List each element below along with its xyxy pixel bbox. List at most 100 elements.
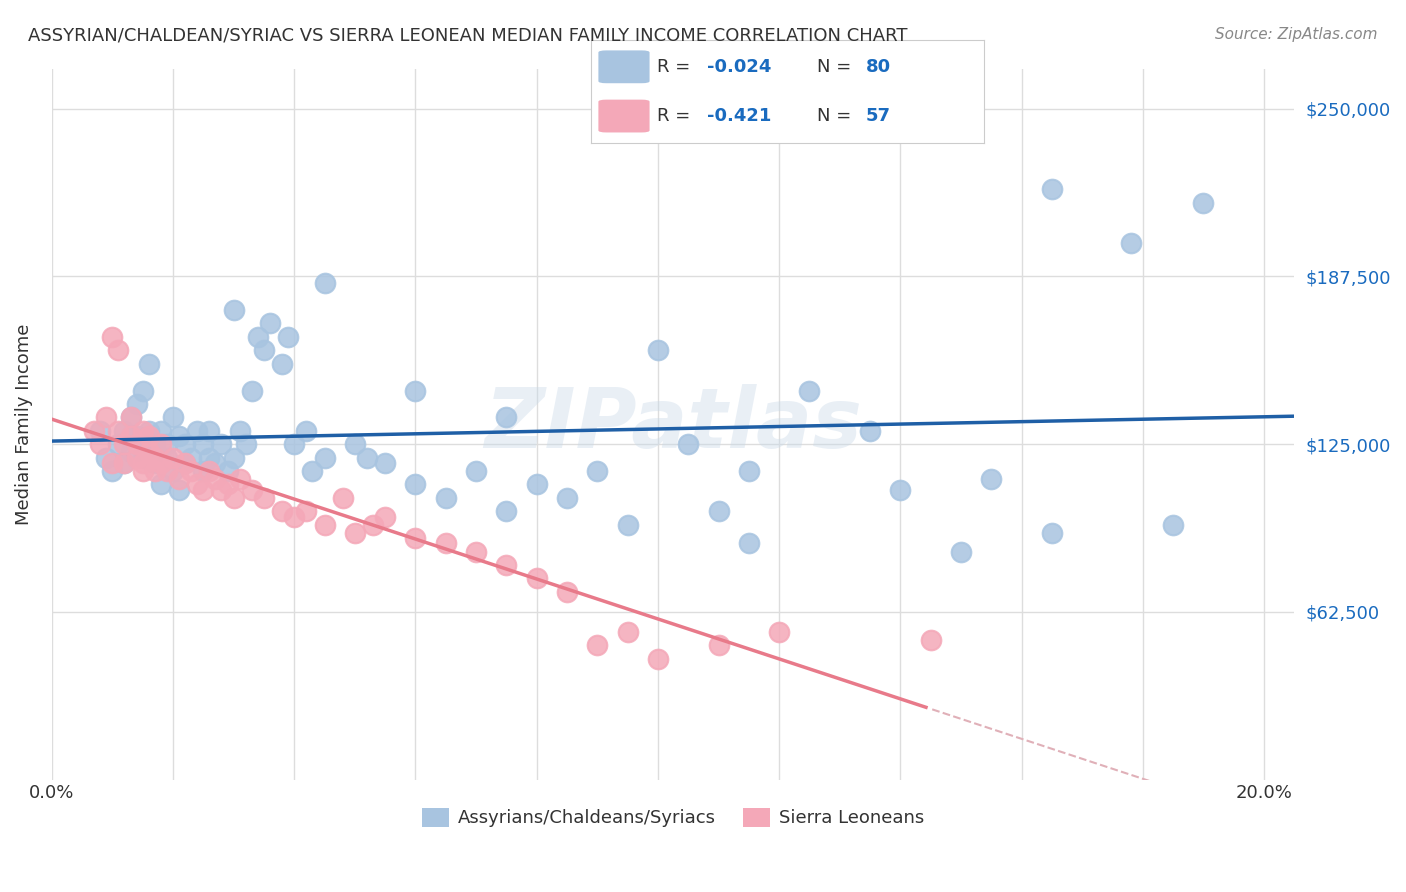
Point	[131, 450, 153, 465]
Point	[332, 491, 354, 505]
Point	[125, 437, 148, 451]
Point	[217, 464, 239, 478]
Text: 80: 80	[866, 58, 891, 76]
Point	[120, 410, 142, 425]
Point	[125, 450, 148, 465]
Point	[920, 633, 942, 648]
Point	[125, 397, 148, 411]
Point	[180, 450, 202, 465]
Point	[131, 464, 153, 478]
Point	[240, 483, 263, 497]
Point	[174, 456, 197, 470]
Text: -0.421: -0.421	[707, 107, 770, 125]
FancyBboxPatch shape	[599, 100, 650, 132]
Text: R =: R =	[658, 107, 702, 125]
Point	[162, 450, 184, 465]
Point	[156, 437, 179, 451]
Point	[89, 424, 111, 438]
Point	[138, 424, 160, 438]
Point	[889, 483, 911, 497]
Point	[228, 424, 250, 438]
Point	[174, 437, 197, 451]
Point	[404, 477, 426, 491]
Point	[131, 437, 153, 451]
Point	[343, 437, 366, 451]
Point	[149, 437, 172, 451]
Point	[799, 384, 821, 398]
Point	[149, 424, 172, 438]
Point	[768, 625, 790, 640]
Point	[162, 410, 184, 425]
Point	[143, 437, 166, 451]
Point	[253, 491, 276, 505]
Point	[361, 517, 384, 532]
Text: ASSYRIAN/CHALDEAN/SYRIAC VS SIERRA LEONEAN MEDIAN FAMILY INCOME CORRELATION CHAR: ASSYRIAN/CHALDEAN/SYRIAC VS SIERRA LEONE…	[28, 27, 908, 45]
Point	[125, 429, 148, 443]
Point	[211, 483, 233, 497]
Point	[193, 437, 215, 451]
Point	[149, 477, 172, 491]
Point	[89, 437, 111, 451]
Legend: Assyrians/Chaldeans/Syriacs, Sierra Leoneans: Assyrians/Chaldeans/Syriacs, Sierra Leon…	[415, 801, 932, 835]
Point	[198, 450, 221, 465]
Point	[193, 464, 215, 478]
Point	[167, 429, 190, 443]
Point	[555, 491, 578, 505]
Point	[738, 536, 761, 550]
Point	[495, 558, 517, 572]
Point	[107, 437, 129, 451]
Point	[283, 437, 305, 451]
Point	[295, 504, 318, 518]
FancyBboxPatch shape	[599, 50, 650, 83]
Point	[271, 504, 294, 518]
Point	[114, 424, 136, 438]
Point	[240, 384, 263, 398]
Point	[555, 584, 578, 599]
Point	[526, 477, 548, 491]
Point	[162, 464, 184, 478]
Point	[96, 410, 118, 425]
Text: N =: N =	[817, 58, 856, 76]
Point	[156, 464, 179, 478]
Point	[374, 456, 396, 470]
Point	[101, 456, 124, 470]
Point	[167, 472, 190, 486]
Point	[114, 456, 136, 470]
Text: Source: ZipAtlas.com: Source: ZipAtlas.com	[1215, 27, 1378, 42]
Point	[217, 477, 239, 491]
Point	[131, 384, 153, 398]
Point	[343, 525, 366, 540]
Point	[404, 384, 426, 398]
Point	[107, 424, 129, 438]
Point	[707, 639, 730, 653]
Point	[143, 450, 166, 465]
Point	[83, 424, 105, 438]
Point	[295, 424, 318, 438]
Point	[186, 477, 208, 491]
Point	[120, 445, 142, 459]
Point	[143, 456, 166, 470]
Point	[314, 276, 336, 290]
Point	[356, 450, 378, 465]
Point	[526, 571, 548, 585]
Point	[101, 330, 124, 344]
Point	[131, 456, 153, 470]
Y-axis label: Median Family Income: Median Family Income	[15, 324, 32, 524]
Point	[616, 517, 638, 532]
Text: N =: N =	[817, 107, 856, 125]
Point	[586, 639, 609, 653]
Point	[156, 450, 179, 465]
Point	[167, 483, 190, 497]
Point	[180, 464, 202, 478]
Point	[271, 357, 294, 371]
Point	[101, 464, 124, 478]
Point	[586, 464, 609, 478]
Point	[107, 343, 129, 358]
Point	[647, 343, 669, 358]
Point	[138, 357, 160, 371]
Point	[404, 531, 426, 545]
Point	[114, 437, 136, 451]
Point	[374, 509, 396, 524]
Point	[186, 424, 208, 438]
Point	[222, 303, 245, 318]
